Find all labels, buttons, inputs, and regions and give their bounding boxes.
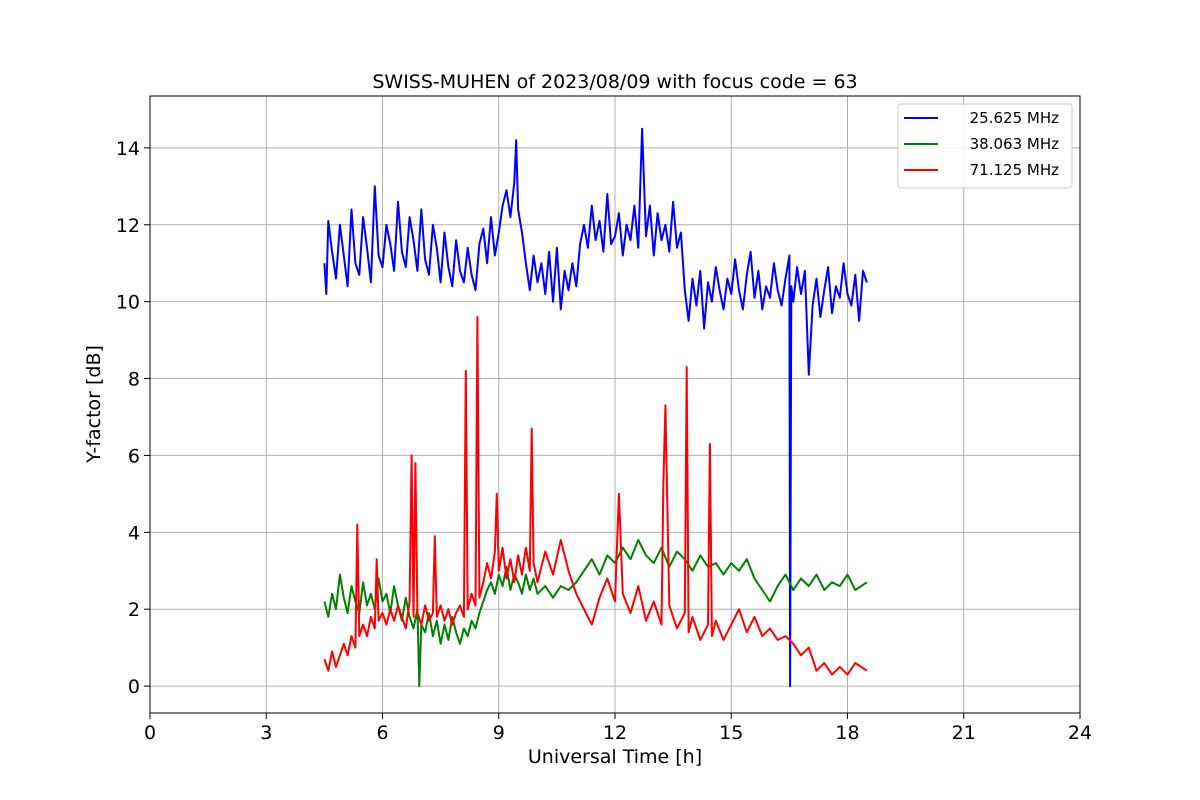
y-tick-label: 12 <box>116 215 140 237</box>
y-tick-label: 4 <box>128 522 140 544</box>
series-line-2 <box>323 539 868 688</box>
legend-items: 25.625 MHz 38.063 MHz 71.125 MHz <box>904 109 1059 179</box>
x-tick-label: 15 <box>719 722 743 744</box>
legend-label-3: 71.125 MHz <box>970 161 1059 179</box>
series-line-3 <box>323 316 868 676</box>
x-tick-label: 6 <box>376 722 388 744</box>
legend-label-1: 25.625 MHz <box>970 109 1059 127</box>
series-layer <box>323 127 868 688</box>
series-line-1 <box>323 127 868 688</box>
x-tick-label: 21 <box>952 722 976 744</box>
chart-title: SWISS-MUHEN of 2023/08/09 with focus cod… <box>372 71 857 93</box>
legend: 25.625 MHz 38.063 MHz 71.125 MHz <box>897 103 1073 189</box>
y-tick-label: 8 <box>128 369 140 391</box>
x-tick-label: 9 <box>493 722 505 744</box>
y-tick-label: 0 <box>128 676 140 698</box>
legend-label-2: 38.063 MHz <box>970 135 1059 153</box>
x-axis-label: Universal Time [h] <box>528 746 702 768</box>
x-tick-label: 12 <box>603 722 627 744</box>
y-axis-label: Y-factor [dB] <box>83 345 105 464</box>
x-tick-label: 24 <box>1068 722 1092 744</box>
y-tick-label: 2 <box>128 599 140 621</box>
x-tick-label: 18 <box>835 722 859 744</box>
y-tick-label: 14 <box>116 138 140 160</box>
legend-box <box>897 103 1073 189</box>
x-tick-label: 3 <box>260 722 272 744</box>
y-tick-label: 6 <box>128 445 140 467</box>
x-tick-label: 0 <box>144 722 156 744</box>
y-tick-label: 10 <box>116 292 140 314</box>
